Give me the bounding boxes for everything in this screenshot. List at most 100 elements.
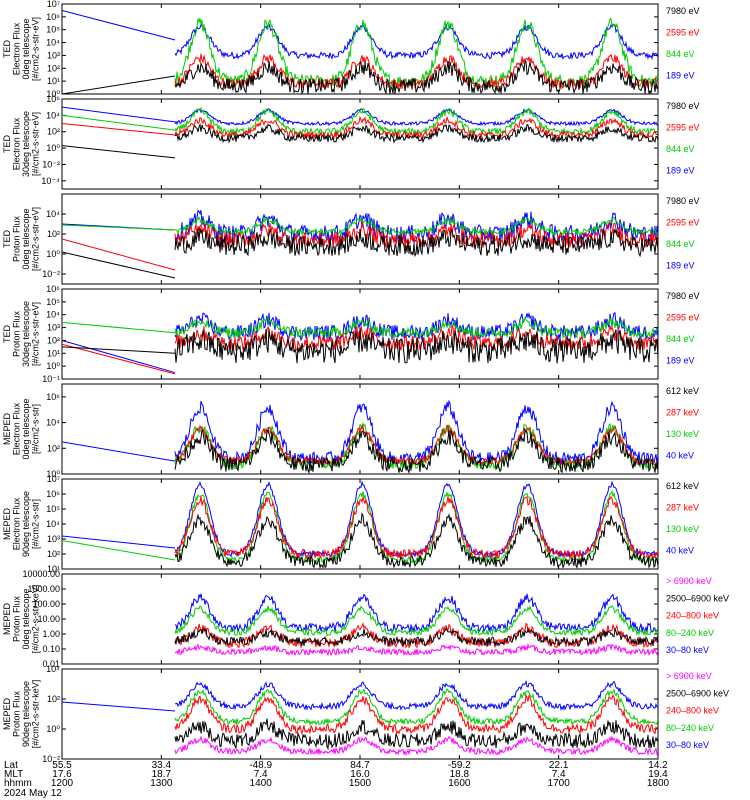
y-axis-label: [#/cm2-s-str-eV] [31,112,41,176]
legend-entry: 287 keV [666,407,699,417]
series-gap-line [62,339,176,374]
series-group [62,311,658,375]
y-axis-label: MEPED [2,413,12,446]
series-gap-line [62,346,176,354]
y-tick-label: 10³ [47,534,60,544]
y-axis-label: 90deg telescope [21,681,31,747]
series-line [174,316,658,340]
y-tick-label: 10⁶ [46,284,60,294]
y-tick-label: 10⁻² [42,269,60,279]
panel-frame [61,98,659,190]
y-axis-label: [#/cm2-s-str-eV] [31,207,41,271]
legend-entry: 7980 eV [666,196,700,206]
series-line [174,593,658,634]
series-gap-line [62,343,176,375]
series-gap-line [62,540,176,561]
y-axis-label: Proton Flux [12,595,22,642]
series-line [174,605,658,638]
series-gap-line [62,238,176,271]
x-tick-mlt: 19.4 [648,769,668,780]
series-group [62,480,658,569]
series-line [174,227,658,258]
series-line [174,627,658,647]
y-tick-label: 10⁰ [46,469,60,479]
series-line [174,107,658,127]
x-row-label-lat: Lat [4,760,18,771]
legend-entry: 30–80 keV [666,740,709,750]
y-tick-label: 10⁴ [46,38,60,48]
y-tick-label: 1000.00 [27,584,60,594]
legend-entry: 844 eV [666,144,695,154]
legend-entry: 189 eV [666,260,695,270]
series-group [62,106,658,159]
y-tick-label: 10² [47,549,60,559]
legend-entry: 844 eV [666,49,695,59]
series-line [174,687,658,726]
y-axis-label: 30deg telescope [21,301,31,367]
series-gap-line [62,114,176,131]
y-tick-label: 10000.00 [22,569,60,579]
legend-entry: 844 eV [666,334,695,344]
y-tick-label: 10⁰ [46,724,60,734]
series-gap-line [62,106,176,123]
y-axis-label: TED [2,324,12,343]
y-tick-label: 10⁷ [47,0,60,9]
y-axis-label: Electron Flux [12,117,22,170]
series-line [174,512,658,569]
legend-entry: 189 eV [666,70,695,80]
legend-entry: > 6900 keV [666,671,712,681]
series-line [174,718,658,751]
y-axis-label: [#/cm2-s-str] [31,499,41,549]
series-gap-line [62,251,176,279]
panel-8: 10⁻² 10⁰ 10² 10⁴ MEPED Proton Flux 90deg teles… [2,664,729,764]
y-tick-label: 10⁴ [46,519,60,529]
legend-entry: > 6900 keV [666,576,712,586]
legend-entry: 2595 eV [666,122,700,132]
x-tick-lat: 22.1 [549,760,569,771]
y-tick-label: 10⁻² [42,159,60,169]
y-axis-label: MEPED [2,508,12,541]
panel-frame [61,668,659,760]
series-gap-line [62,75,176,94]
series-line [174,115,658,140]
y-axis-label: 0deg telescope [21,588,31,649]
legend-entry: 7980 eV [666,101,700,111]
y-axis-label: Electron Flux [12,22,22,75]
y-tick-label: 10⁷ [47,474,60,484]
y-tick-label: 10² [47,63,60,73]
y-axis-label: 0deg telescope [21,398,31,459]
x-tick-mlt: 18.7 [152,769,172,780]
y-tick-label: 1.00 [42,629,60,639]
series-group [62,209,658,279]
legend-entry: 2500–6900 keV [666,593,729,603]
y-tick-label: 10² [47,694,60,704]
legend-entry: 2595 eV [666,27,700,37]
legend-entry: 2595 eV [666,312,700,322]
y-axis-label: MEPED [2,603,12,636]
y-axis-label: [#/cm2-s-str-keV] [31,585,41,654]
series-line [174,60,658,94]
x-tick-hhmm: 1200 [51,778,74,789]
x-row-label-mlt: MLT [4,769,23,780]
y-tick-label: 10¹ [47,348,60,358]
x-tick-hhmm: 1300 [150,778,173,789]
x-tick-lat: -59.2 [448,760,471,771]
series-line [174,427,658,474]
y-axis-label: TED [2,134,12,153]
y-tick-label: 0.10 [42,644,60,654]
y-tick-label: 10⁶ [46,489,60,499]
y-axis-label: TED [2,39,12,58]
y-tick-label: 10⁴ [46,209,60,219]
y-axis-label: [#/cm2-s-str-eV] [31,17,41,81]
series-line [174,642,658,657]
series-group [62,9,658,94]
legend-entry: 2500–6900 keV [666,688,729,698]
y-tick-label: 10³ [47,50,60,60]
legend-entry: 30–80 keV [666,645,709,655]
y-tick-label: 10⁴ [46,110,60,120]
y-tick-label: 10² [47,335,60,345]
y-tick-label: 10⁻¹ [42,374,60,384]
y-tick-label: 10⁶ [46,12,60,22]
x-tick-mlt: 16.0 [350,769,370,780]
